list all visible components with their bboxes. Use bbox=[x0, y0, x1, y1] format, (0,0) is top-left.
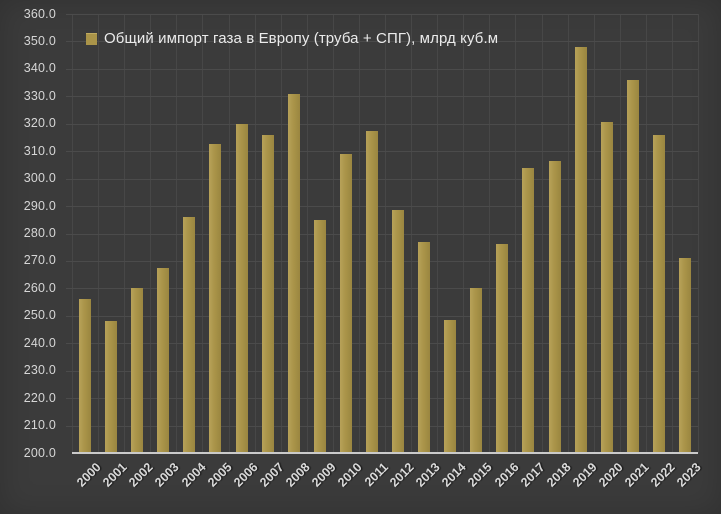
y-axis-tick-label: 210.0 bbox=[23, 418, 56, 433]
x-axis-tick-label: 2017 bbox=[517, 460, 548, 490]
bar-2018 bbox=[548, 160, 561, 453]
gridline-horizontal bbox=[66, 123, 698, 125]
bar-2013 bbox=[418, 241, 431, 453]
y-axis-tick-label: 360.0 bbox=[23, 6, 56, 21]
gridline-horizontal bbox=[66, 41, 698, 43]
x-axis-tick-label: 2023 bbox=[674, 460, 704, 490]
x-axis-tick-label: 2012 bbox=[387, 460, 417, 490]
x-axis-tick-label: 2005 bbox=[204, 460, 235, 490]
gridline-vertical bbox=[698, 14, 699, 453]
y-axis-tick-label: 340.0 bbox=[23, 61, 56, 76]
bar-2005 bbox=[209, 144, 222, 453]
gridline-horizontal bbox=[66, 370, 698, 372]
x-axis-tick-label: 2011 bbox=[361, 460, 391, 490]
gridline-horizontal bbox=[66, 260, 698, 262]
legend-marker-icon bbox=[86, 32, 97, 45]
y-axis-tick-label: 240.0 bbox=[23, 335, 56, 350]
gridline-horizontal bbox=[66, 343, 698, 345]
x-axis-tick-label: 2007 bbox=[256, 460, 287, 490]
x-axis-tick-label: 2022 bbox=[648, 460, 678, 490]
x-axis-tick-label: 2015 bbox=[465, 460, 496, 490]
y-axis-tick-label: 330.0 bbox=[23, 88, 56, 103]
x-axis-tick-label: 2013 bbox=[413, 460, 444, 490]
x-axis-tick-label: 2020 bbox=[596, 460, 626, 490]
y-axis-tick-label: 300.0 bbox=[23, 171, 56, 186]
bar-2012 bbox=[392, 210, 405, 453]
bar-2023 bbox=[678, 258, 691, 453]
gridline-horizontal bbox=[66, 151, 698, 153]
y-axis-tick-label: 230.0 bbox=[23, 363, 56, 378]
y-axis-tick-label: 220.0 bbox=[23, 390, 56, 405]
gridline-horizontal bbox=[66, 14, 698, 15]
y-axis-tick-label: 250.0 bbox=[23, 308, 56, 323]
bar-2020 bbox=[600, 122, 613, 453]
gridline-horizontal bbox=[66, 425, 698, 427]
legend-label: Общий импорт газа в Европу (труба + СПГ)… bbox=[104, 30, 499, 47]
gridline-horizontal bbox=[66, 178, 698, 180]
x-axis-tick-label: 2002 bbox=[126, 460, 157, 490]
bar-2008 bbox=[287, 93, 300, 453]
bar-2021 bbox=[626, 79, 639, 453]
bar-2000 bbox=[79, 299, 92, 453]
y-axis-tick-label: 320.0 bbox=[23, 116, 56, 131]
x-axis-line bbox=[72, 452, 698, 454]
gridline-horizontal bbox=[66, 288, 698, 290]
gridline-horizontal bbox=[66, 206, 698, 208]
bar-2015 bbox=[470, 288, 483, 453]
y-axis-tick-label: 290.0 bbox=[23, 198, 56, 213]
x-axis-tick-label: 2014 bbox=[439, 460, 470, 490]
gridline-horizontal bbox=[66, 398, 698, 400]
y-axis-tick-label: 260.0 bbox=[23, 280, 56, 295]
gridline-horizontal bbox=[66, 68, 698, 70]
bar-2004 bbox=[183, 217, 196, 453]
y-axis-tick-label: 310.0 bbox=[23, 143, 56, 158]
bar-2001 bbox=[105, 321, 118, 453]
bar-2007 bbox=[261, 134, 274, 453]
x-axis-tick-label: 2009 bbox=[309, 460, 339, 490]
x-axis-tick-label: 2001 bbox=[100, 460, 131, 490]
y-axis-tick-label: 350.0 bbox=[23, 33, 56, 48]
gridline-horizontal bbox=[66, 233, 698, 235]
bar-2019 bbox=[574, 46, 587, 453]
y-axis-tick-label: 270.0 bbox=[23, 253, 56, 268]
x-axis-tick-label: 2003 bbox=[152, 460, 183, 490]
x-axis-tick-label: 2016 bbox=[491, 460, 522, 490]
x-axis-tick-label: 2018 bbox=[543, 460, 574, 490]
x-axis-tick-label: 2008 bbox=[283, 460, 313, 490]
x-axis-tick-label: 2021 bbox=[622, 460, 652, 490]
y-axis-tick-label: 280.0 bbox=[23, 226, 56, 240]
gridline-horizontal bbox=[66, 315, 698, 317]
bar-2016 bbox=[496, 244, 509, 453]
x-axis-tick-label: 2019 bbox=[569, 460, 600, 490]
x-axis-tick-label: 2006 bbox=[230, 460, 261, 490]
gridline-horizontal bbox=[66, 96, 698, 98]
bar-2010 bbox=[339, 153, 352, 453]
bar-2009 bbox=[313, 219, 326, 453]
bar-2002 bbox=[131, 288, 144, 453]
x-axis-tick-label: 2010 bbox=[335, 460, 365, 490]
bar-2022 bbox=[652, 134, 665, 453]
y-axis-tick-label: 200.0 bbox=[23, 445, 56, 460]
bar-2011 bbox=[365, 130, 378, 453]
x-axis-tick-label: 2004 bbox=[178, 460, 209, 490]
bar-2006 bbox=[235, 123, 248, 453]
legend: Общий импорт газа в Европу (труба + СПГ)… bbox=[86, 30, 498, 47]
bar-2003 bbox=[157, 267, 170, 453]
bar-2017 bbox=[522, 167, 535, 453]
x-axis-tick-label: 2000 bbox=[74, 460, 104, 490]
bar-2014 bbox=[444, 319, 457, 453]
